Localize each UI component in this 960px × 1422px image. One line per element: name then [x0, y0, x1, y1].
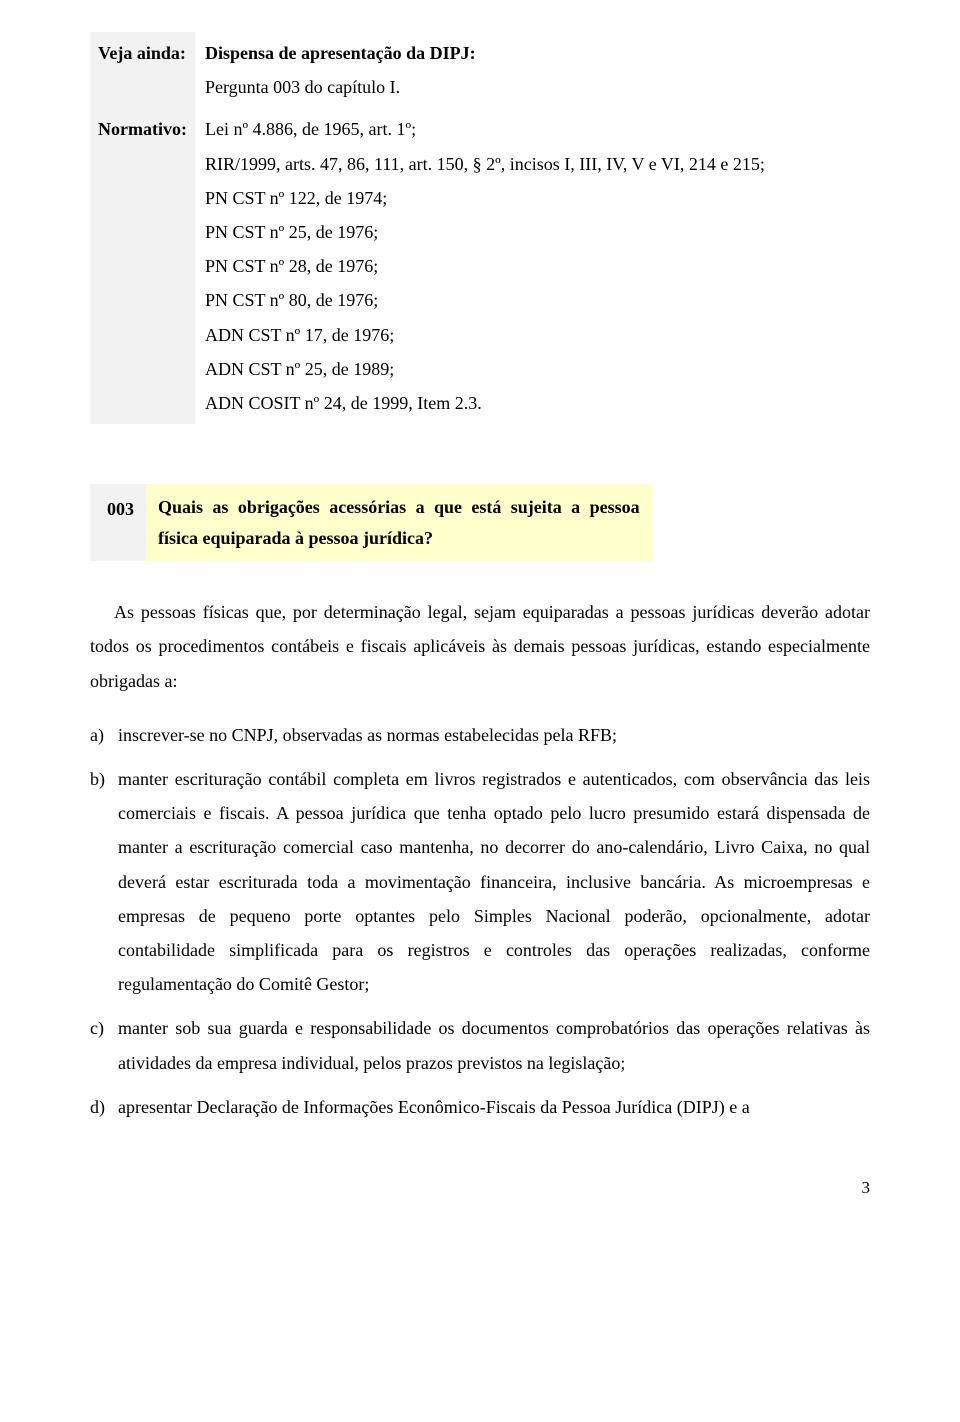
see-also-line-1: Dispensa de apresentação da DIPJ:: [205, 43, 476, 63]
see-also-label: Veja ainda:: [90, 32, 195, 108]
normative-line: PN CST nº 122, de 1974;: [205, 181, 765, 215]
list-item: c) manter sob sua guarda e responsabilid…: [90, 1011, 870, 1079]
list-marker: c): [90, 1011, 118, 1045]
list-marker: a): [90, 718, 118, 752]
normative-line: ADN CST nº 25, de 1989;: [205, 352, 765, 386]
question-block: 003 Quais as obrigações acessórias a que…: [90, 484, 652, 561]
list-item: d) apresentar Declaração de Informações …: [90, 1090, 870, 1124]
list-body: manter escrituração contábil completa em…: [118, 762, 870, 1001]
question-text: Quais as obrigações acessórias a que est…: [146, 484, 652, 561]
normative-line: PN CST nº 25, de 1976;: [205, 215, 765, 249]
normative-line: ADN CST nº 17, de 1976;: [205, 318, 765, 352]
list-marker: d): [90, 1090, 118, 1124]
normative-line: PN CST nº 28, de 1976;: [205, 249, 765, 283]
normative-line: PN CST nº 80, de 1976;: [205, 283, 765, 317]
question-number: 003: [90, 484, 146, 561]
obligations-list: a) inscrever-se no CNPJ, observadas as n…: [90, 718, 870, 1124]
normative-content: Lei nº 4.886, de 1965, art. 1º; RIR/1999…: [195, 108, 775, 424]
normative-line: ADN COSIT nº 24, de 1999, Item 2.3.: [205, 386, 765, 420]
see-also-content: Dispensa de apresentação da DIPJ: Pergun…: [195, 32, 775, 108]
list-body: manter sob sua guarda e responsabilidade…: [118, 1011, 870, 1079]
meta-block: Veja ainda: Dispensa de apresentação da …: [90, 32, 775, 424]
normative-label: Normativo:: [90, 108, 195, 424]
normative-line: RIR/1999, arts. 47, 86, 111, art. 150, §…: [205, 147, 765, 181]
list-item: b) manter escrituração contábil completa…: [90, 762, 870, 1001]
page-number: 3: [90, 1172, 870, 1204]
normative-line: Lei nº 4.886, de 1965, art. 1º;: [205, 112, 765, 146]
see-also-line-2: Pergunta 003 do capítulo I.: [205, 77, 400, 97]
see-also-row: Veja ainda: Dispensa de apresentação da …: [90, 32, 775, 108]
intro-paragraph: As pessoas físicas que, por determinação…: [90, 595, 870, 698]
list-body: apresentar Declaração de Informações Eco…: [118, 1090, 870, 1124]
list-item: a) inscrever-se no CNPJ, observadas as n…: [90, 718, 870, 752]
normative-row: Normativo: Lei nº 4.886, de 1965, art. 1…: [90, 108, 775, 424]
list-marker: b): [90, 762, 118, 796]
list-body: inscrever-se no CNPJ, observadas as norm…: [118, 718, 870, 752]
